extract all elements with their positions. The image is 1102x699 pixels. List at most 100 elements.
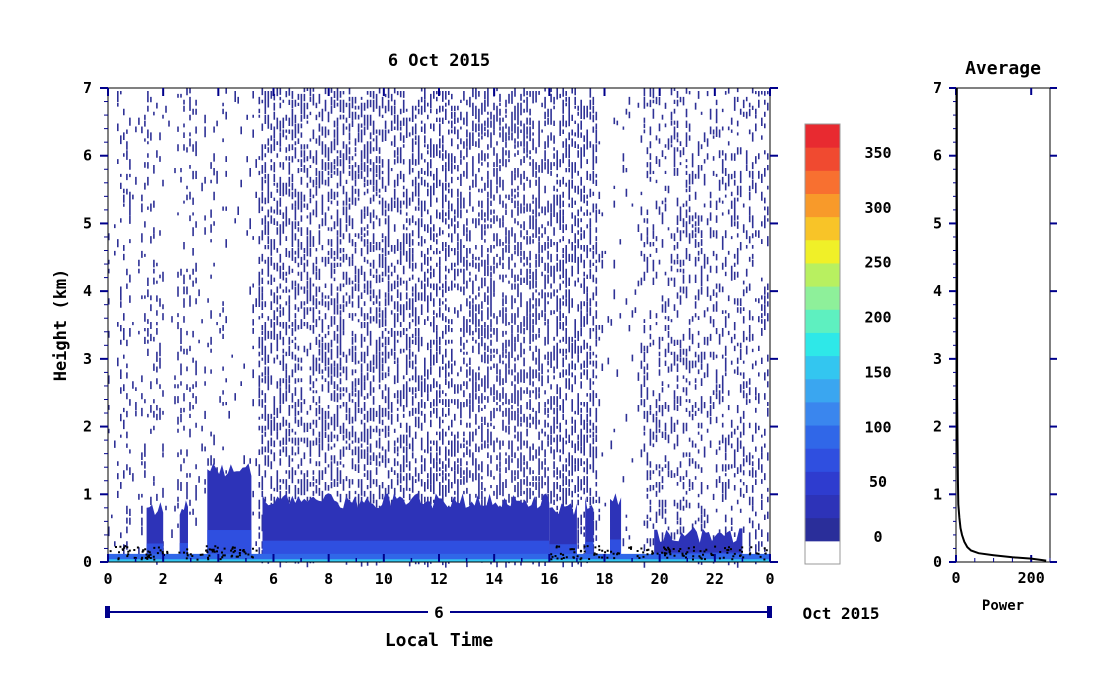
noise-column [724, 91, 727, 558]
noise-column [460, 99, 462, 542]
noise-column [541, 102, 543, 560]
noise-column [758, 91, 760, 552]
colorbar-swatch [805, 216, 840, 241]
noise-column [652, 88, 655, 546]
noise-column [697, 91, 700, 565]
noise-column [342, 91, 345, 560]
x-tick-label: 4 [214, 570, 223, 588]
noise-column [499, 93, 501, 563]
noise-column [156, 102, 158, 565]
profile-y-tick-label: 1 [933, 485, 942, 503]
noise-column [168, 120, 170, 127]
noise-column [267, 91, 270, 564]
colorbar-swatch [805, 147, 840, 171]
profile-y-tick-label: 4 [933, 282, 942, 300]
noise-column [700, 111, 703, 565]
noise-column [318, 93, 321, 557]
noise-column [159, 132, 161, 528]
noise-column [490, 111, 492, 565]
noise-column [481, 102, 483, 563]
noise-column [454, 105, 456, 560]
noise-column [402, 91, 405, 544]
y-tick-label: 0 [83, 553, 92, 571]
noise-column [135, 126, 137, 417]
noise-column [463, 91, 465, 556]
noise-column [718, 129, 721, 559]
noise-column [144, 114, 146, 478]
noise-column [478, 91, 480, 550]
noise-column [186, 88, 188, 558]
noise-column [399, 91, 402, 560]
colorbar-swatch [805, 309, 840, 333]
noise-column [595, 111, 598, 560]
y-tick-label: 5 [83, 214, 92, 232]
x-tick-label: 8 [324, 570, 333, 588]
colorbar-labels: 0 50 100 150 200 250 300 350 [864, 144, 891, 546]
noise-column [264, 91, 267, 562]
noise-column [550, 88, 552, 562]
noise-column [592, 96, 595, 556]
noise-column [246, 114, 248, 236]
noise-column [496, 88, 498, 568]
noise-column [360, 96, 363, 567]
heatmap-x-ticks: 0 2 4 6 8 10 12 14 16 18 20 22 0 [103, 88, 775, 588]
noise-column [761, 91, 763, 547]
noise-column [396, 91, 399, 548]
colorbar-swatch [805, 193, 840, 218]
noise-column [544, 88, 546, 566]
mixing-height-marks [109, 545, 772, 561]
noise-column [132, 194, 134, 482]
noise-column [562, 88, 564, 568]
noise-column [640, 135, 643, 458]
noise-column [180, 93, 182, 492]
colorbar-swatch [805, 170, 840, 194]
noise-column [439, 91, 441, 562]
noise-column [333, 91, 336, 560]
noise-column [354, 96, 357, 543]
noise-column [655, 96, 658, 524]
noise-column [324, 88, 327, 537]
noise-column [755, 91, 757, 565]
noise-column [213, 126, 215, 506]
noise-column [417, 99, 420, 565]
colorbar-swatch [805, 332, 840, 357]
noise-column [727, 88, 730, 566]
x-tick-label: 0 [765, 570, 774, 588]
noise-column [261, 88, 264, 564]
colorbar-tick-label: 150 [864, 363, 891, 381]
colorbar-swatch [805, 124, 840, 148]
noise-column [424, 88, 426, 565]
colorbar-swatch [805, 494, 840, 519]
colorbar-tick-label: 0 [873, 528, 882, 546]
noise-column [451, 93, 453, 555]
noise-column [162, 114, 164, 554]
profile-y-tick-label: 0 [933, 553, 942, 571]
noise-column [511, 91, 513, 562]
noise-column [487, 88, 489, 555]
y-tick-label: 7 [83, 79, 92, 97]
noise-column [767, 91, 769, 542]
noise-column [607, 316, 610, 365]
colorbar-swatch [805, 425, 840, 449]
noise-column [634, 289, 637, 313]
layer-core [585, 541, 594, 562]
noise-column [249, 168, 251, 562]
profile-x-ticks: 0 200 [951, 88, 1051, 587]
profile-x-tick-label: 200 [1018, 569, 1045, 587]
noise-column [715, 99, 718, 556]
noise-column [688, 91, 691, 540]
noise-column [222, 102, 224, 558]
noise-column [363, 102, 366, 556]
noise-column [736, 88, 739, 568]
noise-column [303, 88, 306, 562]
noise-column [345, 102, 348, 565]
colorbar-tick-label: 300 [864, 199, 891, 217]
noise-column [366, 91, 369, 566]
date-bar-left-end [105, 606, 110, 618]
noise-column [466, 99, 468, 568]
noise-column [123, 108, 125, 559]
noise-column [273, 93, 276, 549]
colorbar-swatch [805, 286, 840, 310]
noise-column [547, 108, 549, 562]
noise-column [408, 117, 411, 567]
